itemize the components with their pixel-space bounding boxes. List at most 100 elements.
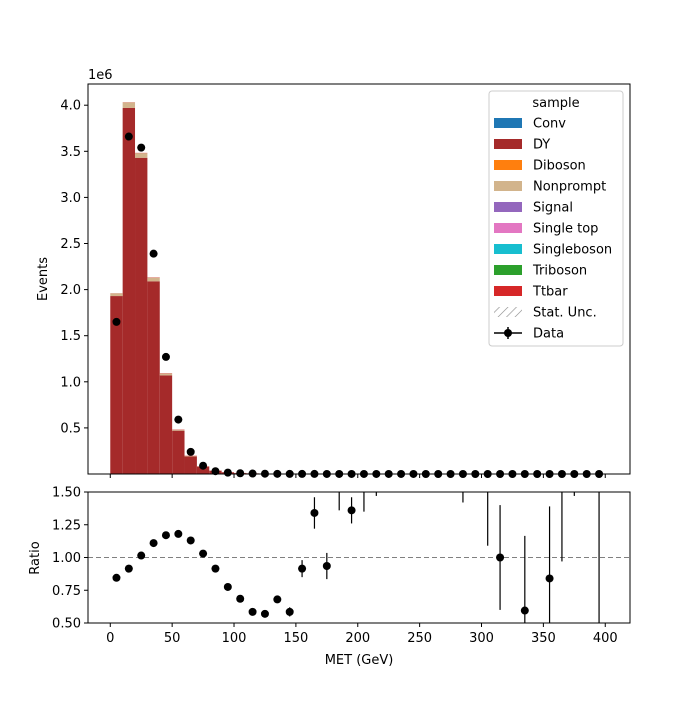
bar-nonprompt — [123, 102, 135, 108]
legend-title: sample — [532, 96, 579, 111]
ratio-point — [261, 610, 269, 618]
x-tick-label: 200 — [345, 631, 370, 646]
ratio-point — [162, 531, 170, 539]
bar-dy — [172, 431, 184, 474]
legend-swatch — [494, 223, 522, 233]
x-tick-label: 350 — [531, 631, 556, 646]
y-tick-label: 1.5 — [60, 329, 81, 344]
x-tick-label: 100 — [222, 631, 247, 646]
y-axis-label: Events — [36, 257, 51, 301]
y-tick-label: 1.0 — [60, 375, 81, 390]
data-point — [236, 469, 244, 477]
ratio-point — [249, 608, 257, 616]
legend-label: Singleboson — [533, 243, 612, 258]
legend-swatch — [494, 160, 522, 170]
ratio-point — [112, 574, 120, 582]
bar-dy — [123, 108, 135, 474]
x-tick-label: 300 — [469, 631, 494, 646]
legend-label: Stat. Unc. — [533, 306, 597, 321]
legend-label: Triboson — [532, 264, 587, 279]
x-tick-label: 0 — [106, 631, 114, 646]
legend-swatch — [494, 139, 522, 149]
ratio-y-tick-label: 1.25 — [52, 518, 81, 533]
legend-swatch — [494, 265, 522, 275]
ratio-point — [546, 574, 554, 582]
ratio-point — [298, 565, 306, 573]
ratio-point — [125, 565, 133, 573]
bar-nonprompt — [147, 278, 159, 282]
data-point — [150, 250, 158, 258]
legend-swatch — [494, 181, 522, 191]
bar-nonprompt — [110, 293, 122, 296]
ratio-point — [323, 562, 331, 570]
ratio-y-tick-label: 0.75 — [52, 584, 81, 599]
bar-dy — [135, 158, 147, 474]
ratio-point — [187, 536, 195, 544]
legend-swatch — [494, 202, 522, 212]
ratio-y-tick-label: 1.50 — [52, 486, 81, 501]
ratio-point — [286, 608, 294, 616]
bar-dy — [160, 375, 172, 474]
main-y-ticks: 0.5 1.0 1.5 2.0 2.5 3.0 3.5 4.0 — [60, 99, 88, 437]
y-tick-label: 2.5 — [60, 237, 81, 252]
ratio-point — [199, 550, 207, 558]
ratio-y-tick-label: 0.50 — [52, 617, 81, 632]
legend-label: Diboson — [533, 159, 586, 174]
ratio-y-axis-label: Ratio — [28, 541, 43, 574]
ratio-y-tick-label: 1.00 — [52, 551, 81, 566]
legend-label: Conv — [533, 117, 566, 132]
legend-label: Ttbar — [532, 285, 568, 300]
data-point — [187, 448, 195, 456]
bar-nonprompt — [172, 430, 184, 431]
bar-nonprompt — [160, 374, 172, 376]
ratio-point — [273, 595, 281, 603]
y-tick-label: 4.0 — [60, 99, 81, 114]
ratio-point — [310, 509, 318, 517]
data-point — [174, 416, 182, 424]
legend-label: Signal — [533, 201, 573, 216]
bar-dy — [185, 456, 197, 474]
ratio-x-ticks: 0 50 100 150 200 250 300 350 400 — [106, 623, 618, 646]
ratio-point — [137, 552, 145, 560]
ratio-point — [211, 565, 219, 573]
main-x-ticks — [110, 474, 605, 478]
ratio-point — [236, 595, 244, 603]
legend-swatch — [494, 118, 522, 128]
x-tick-label: 400 — [593, 631, 618, 646]
legend-swatch — [494, 244, 522, 254]
legend-swatch — [494, 286, 522, 296]
y-tick-label: 0.5 — [60, 421, 81, 436]
x-tick-label: 250 — [407, 631, 432, 646]
legend: sample Conv DY Diboson Nonprompt Signal Singl… — [489, 91, 623, 346]
data-point — [125, 133, 133, 141]
legend-label: DY — [533, 138, 550, 153]
data-point — [162, 353, 170, 361]
bar-nonprompt — [135, 153, 147, 158]
data-point — [224, 469, 232, 477]
y-scale-label: 1e6 — [88, 68, 113, 83]
x-tick-label: 50 — [164, 631, 181, 646]
ratio-point — [224, 583, 232, 591]
y-tick-label: 2.0 — [60, 283, 81, 298]
data-point — [199, 462, 207, 470]
x-axis-label: MET (GeV) — [325, 653, 394, 668]
x-tick-label: 150 — [283, 631, 308, 646]
ratio-y-ticks: 0.50 0.75 1.00 1.25 1.50 — [52, 486, 88, 632]
legend-swatch-hatch — [494, 307, 522, 317]
legend-label: Data — [533, 327, 564, 342]
ratio-point — [348, 506, 356, 514]
ratio-point — [150, 539, 158, 547]
legend-label: Nonprompt — [533, 180, 606, 195]
data-point — [137, 144, 145, 152]
ratio-point — [174, 530, 182, 538]
ratio-point — [496, 554, 504, 562]
y-tick-label: 3.0 — [60, 191, 81, 206]
bar-dy — [147, 281, 159, 474]
legend-label: Single top — [533, 222, 598, 237]
legend-marker — [504, 329, 512, 337]
ratio-point — [521, 607, 529, 615]
data-point — [112, 318, 120, 326]
ratio-panel: 0.50 0.75 1.00 1.25 1.50 0 50 100 150 200 250 300 3… — [28, 486, 630, 669]
y-tick-label: 3.5 — [60, 145, 81, 160]
